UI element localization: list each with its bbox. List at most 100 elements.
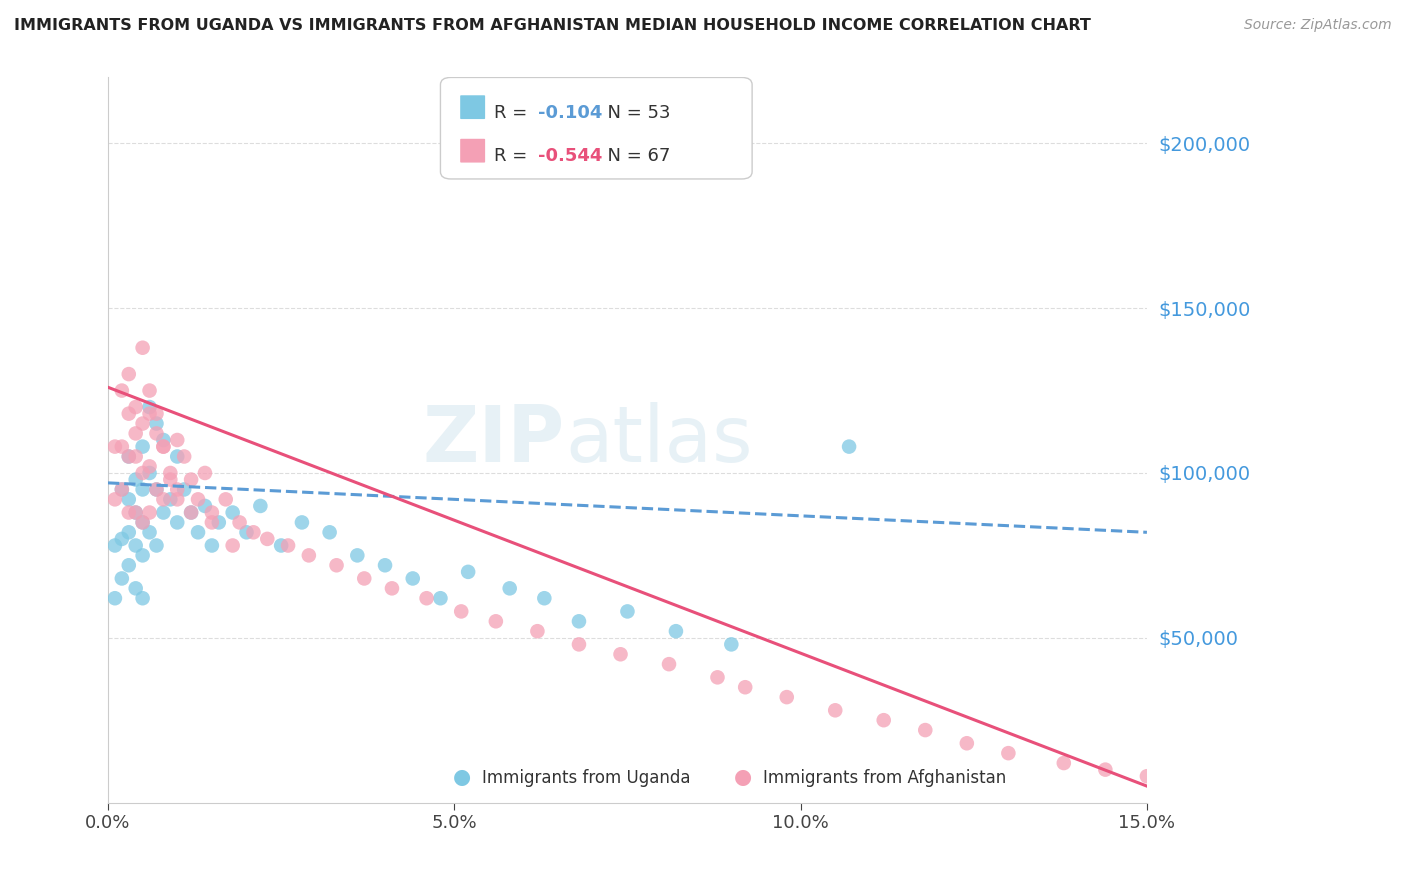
Point [194, 466, 217, 480]
Point [221, 506, 243, 520]
Point [131, 483, 153, 497]
Point [776, 690, 799, 705]
Point [125, 506, 148, 520]
Point [221, 539, 243, 553]
Point [180, 473, 202, 487]
Point [111, 384, 134, 398]
Point [270, 539, 292, 553]
Point [318, 525, 340, 540]
Point [166, 450, 188, 464]
Point [111, 571, 134, 585]
Point [914, 723, 936, 737]
Point [159, 466, 181, 480]
Text: N = 67: N = 67 [596, 147, 671, 165]
Text: ●: ● [734, 766, 752, 787]
Point [485, 615, 508, 629]
Point [145, 417, 167, 431]
Point [138, 407, 160, 421]
Text: ZIP: ZIP [423, 402, 565, 478]
Point [201, 539, 224, 553]
Point [526, 624, 548, 639]
Point [104, 440, 127, 454]
Point [152, 440, 174, 454]
Point [138, 466, 160, 480]
Point [125, 400, 148, 414]
Point [152, 492, 174, 507]
Text: Source: ZipAtlas.com: Source: ZipAtlas.com [1244, 18, 1392, 32]
Point [873, 713, 896, 727]
Point [457, 565, 479, 579]
Point [118, 407, 141, 421]
Point [145, 426, 167, 441]
Point [118, 450, 141, 464]
Point [111, 483, 134, 497]
Point [166, 483, 188, 497]
Point [104, 539, 127, 553]
Point [568, 615, 591, 629]
FancyBboxPatch shape [460, 139, 485, 162]
Point [111, 440, 134, 454]
Point [131, 591, 153, 606]
Text: ●: ● [453, 766, 471, 787]
Point [1094, 763, 1116, 777]
Text: R =: R = [495, 147, 533, 165]
Point [118, 525, 141, 540]
Text: Immigrants from Uganda: Immigrants from Uganda [482, 769, 690, 787]
Point [956, 736, 979, 750]
Point [277, 539, 299, 553]
Point [228, 516, 250, 530]
Text: IMMIGRANTS FROM UGANDA VS IMMIGRANTS FROM AFGHANISTAN MEDIAN HOUSEHOLD INCOME CO: IMMIGRANTS FROM UGANDA VS IMMIGRANTS FRO… [14, 18, 1091, 33]
Point [118, 367, 141, 381]
Point [125, 473, 148, 487]
Point [415, 591, 437, 606]
Point [152, 433, 174, 447]
Point [131, 440, 153, 454]
FancyBboxPatch shape [440, 78, 752, 179]
Point [201, 506, 224, 520]
Point [118, 450, 141, 464]
Point [159, 473, 181, 487]
Point [131, 549, 153, 563]
Point [104, 492, 127, 507]
Point [131, 341, 153, 355]
Point [616, 604, 638, 618]
Point [173, 450, 195, 464]
Point [125, 450, 148, 464]
Point [145, 539, 167, 553]
Point [1136, 769, 1159, 783]
Point [609, 647, 631, 661]
Point [450, 604, 472, 618]
Point [173, 483, 195, 497]
Point [166, 516, 188, 530]
Point [118, 506, 141, 520]
Point [256, 532, 278, 546]
Point [235, 525, 257, 540]
Text: -0.544: -0.544 [538, 147, 603, 165]
Point [145, 483, 167, 497]
Point [291, 516, 314, 530]
Point [118, 558, 141, 573]
Point [838, 440, 860, 454]
Point [374, 558, 396, 573]
Point [208, 516, 231, 530]
Point [125, 506, 148, 520]
Point [180, 506, 202, 520]
Point [568, 637, 591, 651]
Point [249, 499, 271, 513]
Point [152, 506, 174, 520]
Point [325, 558, 347, 573]
Point [138, 506, 160, 520]
Point [658, 657, 681, 672]
Text: R =: R = [495, 103, 533, 121]
Point [381, 582, 404, 596]
Point [824, 703, 846, 717]
Point [201, 516, 224, 530]
Point [125, 539, 148, 553]
Point [125, 582, 148, 596]
Point [138, 384, 160, 398]
Point [131, 516, 153, 530]
Point [194, 499, 217, 513]
Point [104, 591, 127, 606]
Point [152, 440, 174, 454]
Point [402, 571, 425, 585]
